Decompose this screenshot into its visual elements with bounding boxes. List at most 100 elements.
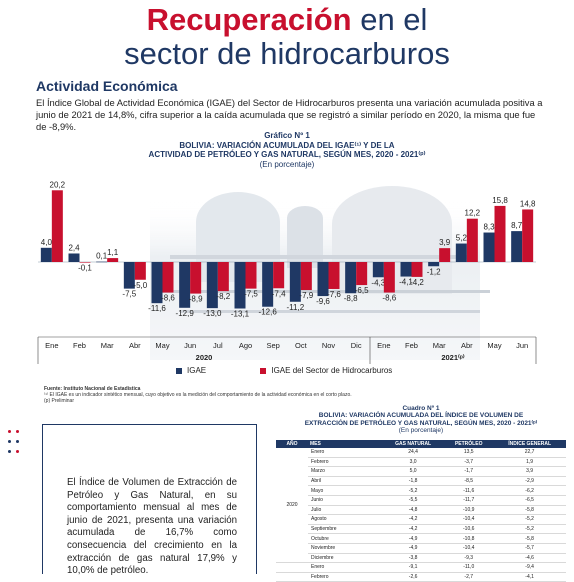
bar-igae — [234, 262, 246, 309]
year-cell: 2020 — [276, 448, 308, 564]
bar-hidro — [245, 262, 257, 289]
bar-hidro — [383, 262, 395, 293]
data-label-igae: -12,9 — [176, 309, 195, 318]
value-cell: -4,9 — [382, 533, 445, 544]
data-label-igae: 0,1 — [96, 252, 108, 261]
decorative-dot — [8, 430, 11, 433]
bar-hidro — [134, 262, 146, 280]
value-cell: -5,8 — [493, 533, 566, 544]
table-row: Mayo -5,2 -11,6 -6,2 — [276, 485, 566, 496]
bar-igae — [289, 262, 301, 302]
legend-label-hidro: IGAE del Sector de Hidrocarburos — [271, 366, 393, 375]
table-row: Julio -4,8 -10,9 -5,8 — [276, 505, 566, 516]
x-tick-label: Jul — [213, 341, 223, 350]
bar-igae — [206, 262, 218, 309]
table-row: Agosto -4,2 -10,4 -5,2 — [276, 514, 566, 525]
bar-igae — [96, 261, 108, 263]
value-cell: -4,6 — [493, 553, 566, 564]
value-cell: -4,2 — [382, 514, 445, 525]
chart-heading: Gráfico Nº 1 BOLIVIA: VARIACIÓN ACUMULAD… — [0, 131, 574, 169]
month-cell: Junio — [308, 495, 382, 506]
x-tick-label: Abr — [129, 341, 141, 350]
source-line: Fuente: Instituto Nacional de Estadístic… — [44, 386, 141, 392]
bar-hidro — [51, 190, 63, 262]
data-label-igae: -11,6 — [148, 304, 166, 313]
value-cell: -8,5 — [444, 476, 494, 487]
data-label-hidro: -7,9 — [299, 291, 313, 300]
bar-hidro — [411, 262, 423, 277]
bar-igae — [317, 262, 329, 297]
data-label-igae: 4,0 — [41, 238, 53, 247]
value-cell: -5,5 — [382, 495, 445, 506]
value-cell: 1,9 — [493, 457, 566, 468]
value-cell: -11,0 — [444, 562, 494, 573]
value-cell: -6,5 — [493, 495, 566, 506]
data-label-hidro: 14,8 — [520, 199, 536, 208]
data-label-hidro: -7,5 — [244, 290, 258, 299]
value-cell: 3,9 — [493, 466, 566, 477]
bar-hidro — [217, 262, 229, 292]
bar-hidro — [190, 262, 202, 294]
bar-igae — [40, 247, 52, 262]
value-cell: -1,7 — [444, 466, 494, 477]
value-cell: -5,2 — [382, 485, 445, 496]
data-label-igae: -13,0 — [203, 309, 222, 318]
month-cell: Octubre — [308, 533, 382, 544]
table-body: 2020 Enero 24,4 13,5 22,7 Febrero 3,0 -3,7 1,9 Ma… — [276, 448, 566, 582]
x-tick-label: Ene — [377, 341, 390, 350]
bar-hidro — [79, 262, 91, 263]
value-cell: 24,4 — [382, 448, 445, 458]
data-label-igae: -4,3 — [371, 278, 385, 287]
page-title: Recuperación en el — [0, 2, 574, 38]
value-cell: -5,8 — [493, 505, 566, 516]
bar-hidro — [328, 262, 340, 289]
value-cell: -9,4 — [493, 562, 566, 573]
page-title-line2: sector de hidrocarburos — [124, 36, 450, 71]
value-cell: 13,5 — [444, 448, 494, 458]
legend-swatch-igae — [176, 367, 182, 374]
bar-igae — [483, 232, 495, 262]
bar-igae — [455, 243, 467, 262]
data-label-hidro: -8,2 — [216, 292, 230, 301]
bar-chart: 4,020,22,4-0,10,1 1,1-7,5-5,0-11,6-8,6-12… — [37, 180, 537, 364]
month-cell: Julio — [308, 505, 382, 516]
table-row: Febrero 3,0 -3,7 1,9 — [276, 457, 566, 468]
data-label-igae: -1,2 — [427, 267, 441, 276]
year-cell — [276, 562, 308, 573]
data-label-igae: -9,6 — [316, 297, 330, 306]
bar-hidro — [300, 262, 312, 291]
table-subtitle: (En porcentaje) — [398, 427, 444, 435]
bar-igae — [262, 262, 274, 307]
x-tick-label: Ene — [45, 341, 58, 350]
table-title-line2: EXTRACCIÓN DE PETRÓLEO Y GAS NATURAL, SE… — [304, 419, 538, 427]
value-cell: -10,8 — [444, 533, 494, 544]
chart-title-line1: BOLIVIA: VARIACIÓN ACUMULADA DEL IGAE⁽¹⁾… — [179, 140, 395, 150]
title-rest: en el — [360, 2, 428, 37]
bar-hidro — [522, 209, 534, 262]
intro-paragraph: El Índice Global de Actividad Económica … — [36, 97, 543, 132]
x-tick-label: May — [155, 341, 169, 350]
data-label-hidro: -6,5 — [355, 286, 369, 295]
value-cell: -4,9 — [382, 543, 445, 554]
value-cell: -10,4 — [444, 543, 494, 554]
legend-item-igae: IGAE — [176, 366, 206, 375]
chart-sources: Fuente: Instituto Nacional de Estadístic… — [44, 386, 352, 405]
month-cell: Febrero — [308, 457, 382, 468]
data-label-igae: 8,3 — [483, 223, 495, 232]
data-label-igae: -13,1 — [231, 310, 250, 319]
title-highlight: Recuperación — [146, 2, 352, 37]
x-tick-label: Jun — [516, 341, 528, 350]
chart-title-line2: ACTIVIDAD DE PETRÓLEO Y GAS NATURAL, SEG… — [148, 150, 426, 159]
month-cell: Mayo — [308, 485, 382, 496]
value-cell: -6,2 — [493, 485, 566, 496]
x-axis: Ene Feb Mar Abr May Jun Jul Ago Sep Oct Nov Dic Ene F… — [37, 336, 537, 364]
value-cell: -5,7 — [493, 543, 566, 554]
value-cell: -2,9 — [493, 476, 566, 487]
month-cell: Abril — [308, 476, 382, 487]
decorative-dot — [8, 450, 11, 453]
table-title-line1: BOLIVIA: VARIACIÓN ACUMULADA DEL ÍNDICE … — [318, 412, 524, 420]
bar-hidro — [162, 262, 174, 293]
x-tick-label: Mar — [101, 341, 114, 350]
value-cell: -9,3 — [444, 553, 494, 564]
data-label-igae: 5,2 — [456, 234, 468, 243]
